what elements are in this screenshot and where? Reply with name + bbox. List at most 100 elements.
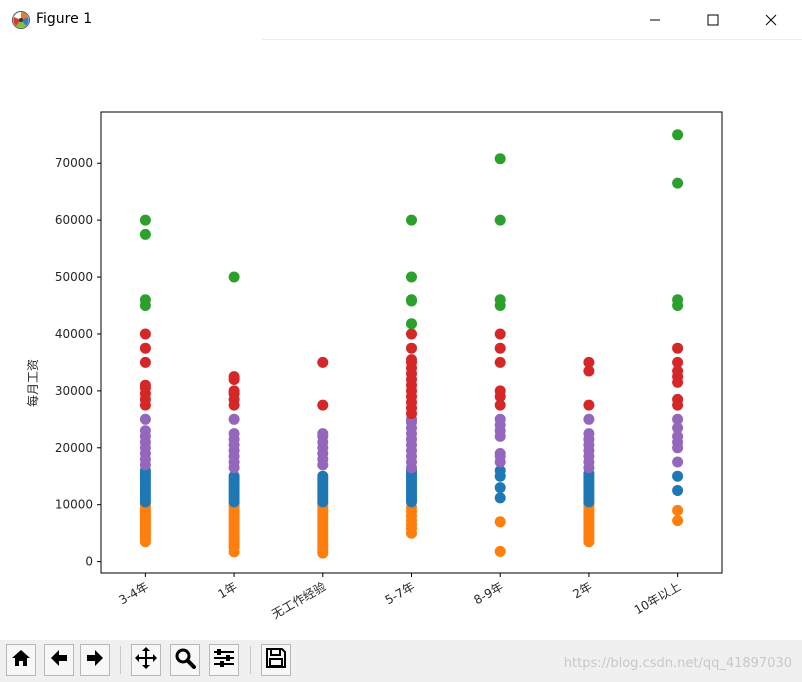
close-icon <box>765 14 777 26</box>
data-point <box>583 428 595 440</box>
navigation-toolbar <box>0 640 802 682</box>
x-tick-label: 10年以上 <box>632 579 683 617</box>
pan-button[interactable] <box>131 644 161 676</box>
data-point <box>228 413 240 425</box>
data-point <box>583 399 595 411</box>
minimize-icon <box>649 14 661 26</box>
data-point <box>672 413 684 425</box>
data-point <box>139 294 151 306</box>
data-point <box>139 413 151 425</box>
arrow-left-icon <box>48 647 70 673</box>
data-point <box>317 356 329 368</box>
move-icon <box>134 646 158 674</box>
data-point <box>139 425 151 437</box>
data-point <box>494 492 506 504</box>
x-tick-label: 8-9年 <box>471 579 505 607</box>
data-point <box>672 177 684 189</box>
data-point <box>406 342 417 354</box>
maximize-icon <box>707 14 719 26</box>
magnifier-icon <box>174 647 196 673</box>
data-point <box>139 342 151 354</box>
data-point <box>583 365 595 377</box>
data-point <box>406 214 417 226</box>
minimize-button[interactable] <box>632 0 678 40</box>
window-titlebar: Figure 1 <box>0 0 802 40</box>
back-button[interactable] <box>44 644 74 676</box>
y-tick-label: 20000 <box>55 441 93 455</box>
home-button[interactable] <box>6 644 36 676</box>
x-axis-ticks: 3-4年 1年 无工作经验 5-7年 8-9年 2年 10年以上 <box>116 573 683 622</box>
data-point <box>494 482 506 494</box>
data-point <box>494 328 506 340</box>
data-point <box>494 516 506 528</box>
zoom-button[interactable] <box>170 644 200 676</box>
data-point <box>228 371 240 383</box>
y-tick-label: 30000 <box>55 384 93 398</box>
figure-canvas <box>0 40 802 640</box>
data-point <box>139 356 151 368</box>
data-point <box>228 385 240 397</box>
data-point <box>228 428 240 440</box>
data-point <box>494 342 506 354</box>
y-tick-label: 10000 <box>55 498 93 512</box>
data-point <box>494 356 506 368</box>
data-point <box>494 385 506 397</box>
data-point <box>406 318 417 330</box>
save-button[interactable] <box>261 644 291 676</box>
forward-button[interactable] <box>80 644 110 676</box>
data-point <box>317 399 329 411</box>
sliders-icon <box>212 647 236 673</box>
configure-subplots-button[interactable] <box>209 644 239 676</box>
x-tick-label: 3-4年 <box>116 579 150 607</box>
data-point <box>494 545 506 557</box>
watermark-text: https://blog.csdn.net/qq_41897030 <box>563 656 792 671</box>
y-axis-label: 每月工资 <box>25 359 40 407</box>
data-point <box>672 393 684 405</box>
y-tick-label: 0 <box>85 555 93 569</box>
data-point <box>406 328 417 340</box>
data-point <box>672 342 684 354</box>
data-point <box>494 399 506 411</box>
data-point <box>317 470 329 482</box>
data-point <box>228 470 240 482</box>
data-point <box>672 485 684 496</box>
data-point <box>672 470 684 482</box>
data-point <box>583 413 595 425</box>
titlebar-divider <box>262 39 802 40</box>
close-button[interactable] <box>748 0 794 40</box>
x-tick-label: 无工作经验 <box>269 579 328 622</box>
maximize-button[interactable] <box>690 0 736 40</box>
data-point <box>672 504 684 516</box>
y-tick-label: 70000 <box>55 156 93 170</box>
data-point <box>672 430 684 442</box>
data-point <box>494 153 506 165</box>
data-point <box>139 214 151 226</box>
scatter-chart: 0 10000 20000 30000 40000 50000 60000 70000 3-4… <box>25 111 723 622</box>
data-point <box>406 354 417 366</box>
data-point <box>406 294 417 306</box>
toolbar-separator <box>120 646 121 674</box>
x-tick-label: 2年 <box>570 579 594 601</box>
y-tick-label: 60000 <box>55 213 93 227</box>
x-tick-label: 5-7年 <box>383 579 417 607</box>
x-tick-label: 1年 <box>216 579 240 601</box>
matplotlib-icon <box>11 10 31 30</box>
window-title: Figure 1 <box>36 11 93 27</box>
data-point <box>672 365 684 377</box>
data-point <box>672 515 684 527</box>
data-point <box>672 422 684 434</box>
toolbar-separator <box>250 646 251 674</box>
data-point <box>139 228 151 240</box>
data-point <box>494 465 506 477</box>
data-point <box>406 271 417 283</box>
home-icon <box>10 647 32 673</box>
data-point <box>228 271 240 283</box>
data-points <box>139 129 684 559</box>
y-tick-label: 50000 <box>55 270 93 284</box>
data-point <box>494 413 506 425</box>
arrow-right-icon <box>84 647 106 673</box>
data-point <box>672 356 684 368</box>
data-point <box>672 129 684 141</box>
floppy-disk-icon <box>265 647 287 673</box>
data-point <box>494 294 506 306</box>
